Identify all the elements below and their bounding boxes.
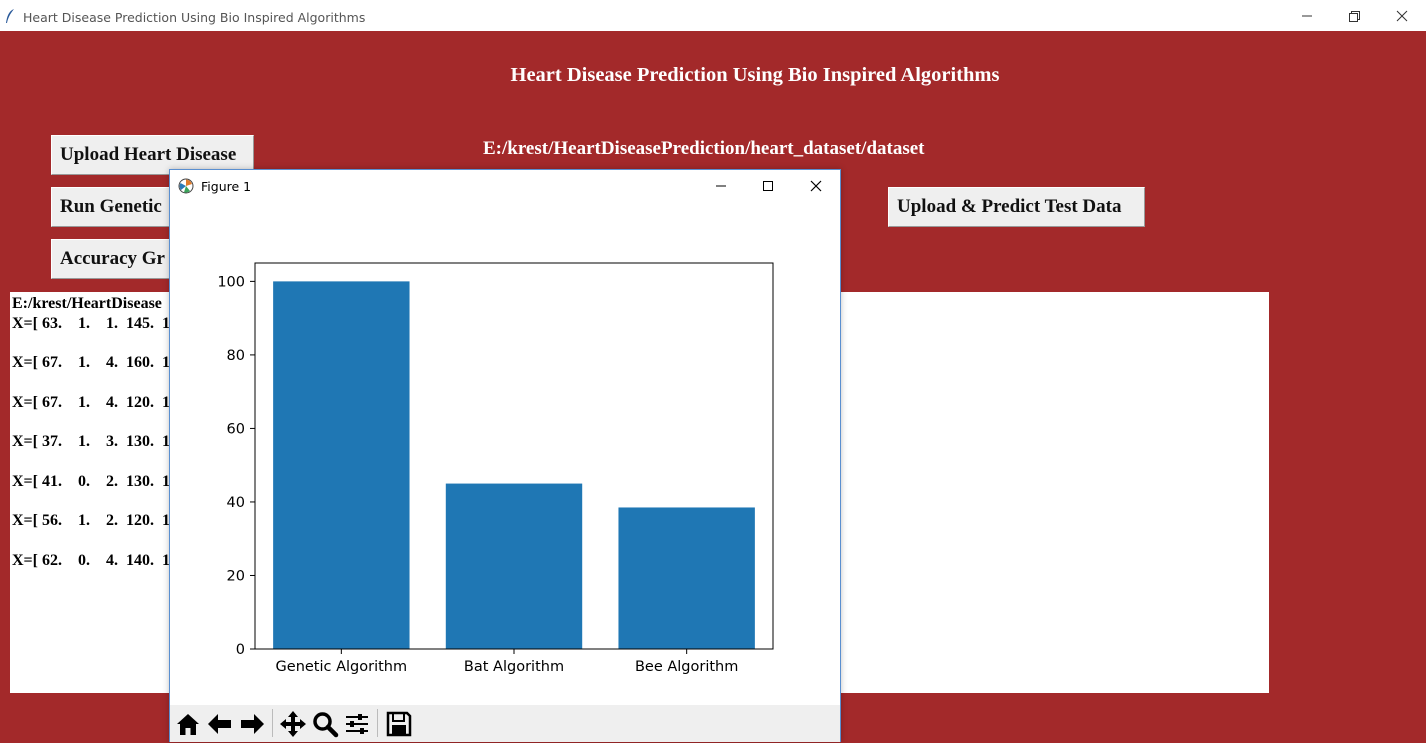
back-button[interactable] xyxy=(205,709,235,739)
x-tick-label: Bee Algorithm xyxy=(635,659,738,675)
home-button[interactable] xyxy=(173,709,203,739)
output-line: X=[ 67. 1. 4. 160. 1 xyxy=(12,354,170,371)
figure-maximize-button[interactable] xyxy=(756,175,780,197)
feather-icon xyxy=(6,9,14,23)
bar xyxy=(618,507,755,649)
close-icon xyxy=(810,180,822,192)
save-button[interactable] xyxy=(384,709,414,739)
pan-icon xyxy=(280,711,306,737)
zoom-button[interactable] xyxy=(310,709,340,739)
minimize-icon xyxy=(716,185,726,187)
bar xyxy=(445,483,583,649)
bar xyxy=(273,281,410,649)
forward-button[interactable] xyxy=(237,709,267,739)
output-line: E:/krest/HeartDisease xyxy=(12,295,162,312)
home-icon xyxy=(177,714,199,735)
axes-frame xyxy=(254,262,774,650)
window-titlebar: Heart Disease Prediction Using Bio Inspi… xyxy=(0,0,1426,31)
minimize-button[interactable] xyxy=(1295,6,1319,26)
upload-dataset-button[interactable]: Upload Heart Disease xyxy=(51,135,254,175)
pan-button[interactable] xyxy=(278,709,308,739)
close-button[interactable] xyxy=(1390,6,1414,26)
y-tick-label: 20 xyxy=(227,568,245,584)
toolbar-separator xyxy=(377,709,378,737)
upload-predict-button[interactable]: Upload & Predict Test Data xyxy=(888,187,1145,227)
forward-icon xyxy=(241,714,264,734)
toolbar-separator xyxy=(272,709,273,737)
bar-chart: Genetic Algorithm Bat Algorithm Bee Algori… xyxy=(217,262,774,675)
accuracy-graph-button[interactable]: Accuracy Gr xyxy=(51,239,191,279)
output-line: X=[ 56. 1. 2. 120. 1 xyxy=(12,512,170,529)
minimize-icon xyxy=(1302,15,1312,17)
figure-window: Figure 1 Genetic Algorithm Bat Algorithm B… xyxy=(169,169,841,742)
y-tick-label: 60 xyxy=(227,421,245,437)
output-line: X=[ 37. 1. 3. 130. 1 xyxy=(12,433,170,450)
x-tick-label: Bat Algorithm xyxy=(464,659,564,675)
back-icon xyxy=(208,714,231,734)
zoom-icon xyxy=(313,712,339,738)
output-line: X=[ 63. 1. 1. 145. 1 xyxy=(12,315,170,332)
page-title: Heart Disease Prediction Using Bio Inspi… xyxy=(510,64,1000,86)
window-title: Heart Disease Prediction Using Bio Inspi… xyxy=(23,10,366,25)
output-line: X=[ 62. 0. 4. 140. 1 xyxy=(12,552,170,569)
y-tick-label: 40 xyxy=(227,495,245,511)
x-tick-label: Genetic Algorithm xyxy=(276,659,408,675)
matplotlib-icon xyxy=(178,178,194,194)
figure-close-button[interactable] xyxy=(804,175,828,197)
dataset-path-label: E:/krest/HeartDiseasePrediction/heart_da… xyxy=(483,138,925,159)
configure-subplots-button[interactable] xyxy=(342,709,372,739)
figure-minimize-button[interactable] xyxy=(709,175,733,197)
maximize-icon xyxy=(763,181,773,191)
y-tick-label: 0 xyxy=(236,642,245,658)
restore-icon xyxy=(1349,11,1360,22)
figure-toolbar xyxy=(170,705,840,742)
figure-title: Figure 1 xyxy=(201,179,252,194)
configure-icon xyxy=(346,714,368,734)
close-icon xyxy=(1396,10,1408,22)
save-icon xyxy=(386,711,412,737)
y-tick-label: 80 xyxy=(227,348,245,364)
output-line: X=[ 41. 0. 2. 130. 1 xyxy=(12,473,170,490)
output-line: X=[ 67. 1. 4. 120. 1 xyxy=(12,394,170,411)
y-tick-label: 100 xyxy=(217,274,245,290)
figure-titlebar: Figure 1 xyxy=(170,170,840,201)
restore-button[interactable] xyxy=(1342,6,1366,26)
